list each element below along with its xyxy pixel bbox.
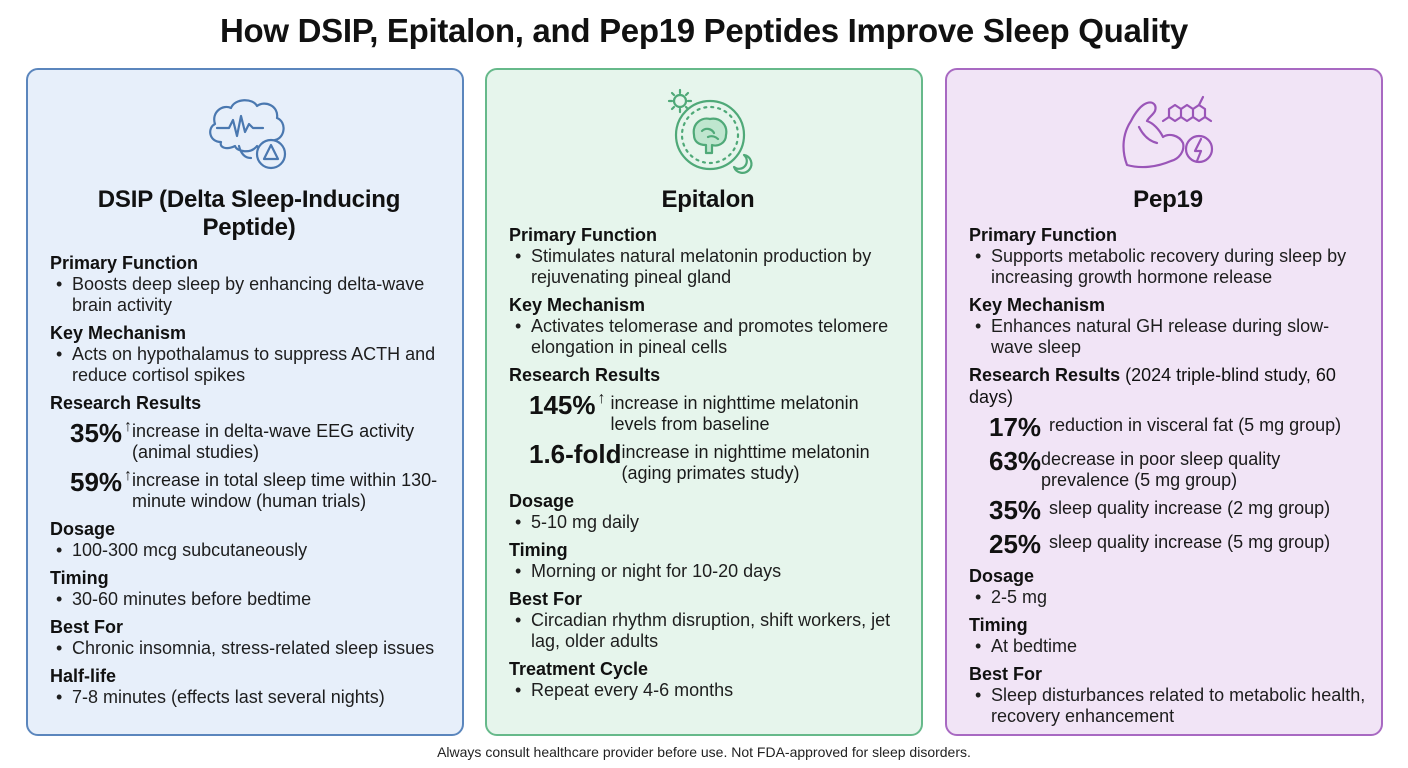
section-heading: Best For: [509, 589, 583, 609]
research-stat: 25% sleep quality increase (5 mg group): [969, 529, 1367, 559]
card-title: Epitalon: [661, 186, 755, 213]
stat-text: increase in delta-wave EEG activity (ani…: [132, 421, 415, 462]
research-stat: 35% sleep quality increase (2 mg group): [969, 495, 1367, 525]
pep19-card: Pep19 Primary Function Supports metaboli…: [945, 68, 1383, 736]
bullet-text: 7-8 minutes (effects last several nights…: [50, 687, 448, 708]
bullet-text: 2-5 mg: [969, 587, 1367, 608]
research-stat: 63% decrease in poor sleep quality preva…: [969, 446, 1367, 491]
bullet-text: Sleep disturbances related to metabolic …: [969, 685, 1367, 727]
bullet-text: 30-60 minutes before bedtime: [50, 589, 448, 610]
stat-value: 59%: [70, 467, 123, 497]
bullet-text: Supports metabolic recovery during sleep…: [969, 246, 1367, 288]
stat-value: 35%: [70, 418, 123, 448]
section-heading: Dosage: [969, 566, 1035, 586]
stat-value: 35%: [989, 495, 1042, 525]
section-heading: Half-life: [50, 666, 117, 686]
section-heading: Research Results: [50, 393, 202, 413]
bullet-text: Stimulates natural melatonin production …: [509, 246, 907, 288]
page-title: How DSIP, Epitalon, and Pep19 Peptides I…: [220, 12, 1188, 49]
bullet-text: Acts on hypothalamus to suppress ACTH an…: [50, 344, 448, 386]
research-stat: 1.6-fold increase in nighttime melatonin…: [509, 439, 907, 484]
research-note: (2024 triple-blind study, 60 days): [969, 365, 1336, 407]
bullet-text: 5-10 mg daily: [509, 512, 907, 533]
research-stat: 145% ↑ increase in nighttime melatonin l…: [509, 390, 907, 435]
section-heading: Best For: [969, 664, 1043, 684]
section-heading: Research Results (2024 triple-blind stud…: [969, 364, 1367, 408]
research-stat: 17% reduction in visceral fat (5 mg grou…: [969, 412, 1367, 442]
up-arrow-icon: ↑: [124, 467, 132, 484]
up-arrow-icon: ↑: [597, 390, 606, 407]
brain-sun-moon-clock-icon: [509, 70, 907, 184]
stat-text: sleep quality increase (2 mg group): [1049, 498, 1331, 518]
stat-text: increase in nighttime melatonin (aging p…: [621, 442, 870, 483]
bullet-text: Enhances natural GH release during slow-…: [969, 316, 1367, 358]
section-heading: Dosage: [50, 519, 116, 539]
section-heading: Timing: [969, 615, 1028, 635]
up-arrow-icon: ↑: [124, 418, 132, 435]
bullet-text: Activates telomerase and promotes telome…: [509, 316, 907, 358]
bullet-text: At bedtime: [969, 636, 1367, 657]
section-heading: Research Results: [509, 365, 661, 385]
stat-value: 25%: [989, 529, 1042, 559]
epitalon-card: Epitalon Primary Function Stimulates nat…: [485, 68, 923, 736]
stat-text: increase in total sleep time within 130-…: [132, 470, 438, 511]
section-heading: Timing: [50, 568, 109, 588]
bullet-text: Circadian rhythm disruption, shift worke…: [509, 610, 907, 652]
section-heading: Timing: [509, 540, 568, 560]
section-heading: Primary Function: [509, 225, 658, 245]
stat-value: 145%: [529, 390, 596, 420]
bullet-text: Repeat every 4-6 months: [509, 680, 907, 701]
section-heading: Key Mechanism: [509, 295, 646, 315]
bullet-text: Morning or night for 10-20 days: [509, 561, 907, 582]
section-heading: Key Mechanism: [969, 295, 1106, 315]
stat-value: 63%: [989, 446, 1042, 476]
dsip-card: DSIP (Delta Sleep-Inducing Peptide) Prim…: [26, 68, 464, 736]
bullet-text: Chronic insomnia, stress-related sleep i…: [50, 638, 448, 659]
section-heading: Treatment Cycle: [509, 659, 649, 679]
stat-value: 1.6-fold: [529, 439, 622, 469]
stat-value: 17%: [989, 412, 1042, 442]
stat-text: sleep quality increase (5 mg group): [1049, 532, 1331, 552]
muscle-molecule-energy-icon: [969, 70, 1367, 184]
section-heading-label: Research Results: [969, 365, 1121, 385]
bullet-text: Boosts deep sleep by enhancing delta-wav…: [50, 274, 448, 316]
stat-text: decrease in poor sleep quality prevalenc…: [1041, 449, 1281, 490]
section-heading: Best For: [50, 617, 124, 637]
stat-text: increase in nighttime melatonin levels f…: [610, 393, 859, 434]
research-stat: 59% ↑ increase in total sleep time withi…: [50, 467, 448, 512]
card-title: DSIP (Delta Sleep-Inducing Peptide): [97, 186, 401, 241]
research-stat: 35% ↑ increase in delta-wave EEG activit…: [50, 418, 448, 463]
card-title: Pep19: [1133, 186, 1203, 213]
section-heading: Dosage: [509, 491, 575, 511]
section-heading: Primary Function: [50, 253, 199, 273]
disclaimer-footer: Always consult healthcare provider befor…: [437, 744, 971, 760]
bullet-text: 100-300 mcg subcutaneously: [50, 540, 448, 561]
brain-wave-delta-icon: [50, 70, 448, 184]
stat-text: reduction in visceral fat (5 mg group): [1049, 415, 1342, 435]
section-heading: Key Mechanism: [50, 323, 187, 343]
section-heading: Primary Function: [969, 225, 1118, 245]
